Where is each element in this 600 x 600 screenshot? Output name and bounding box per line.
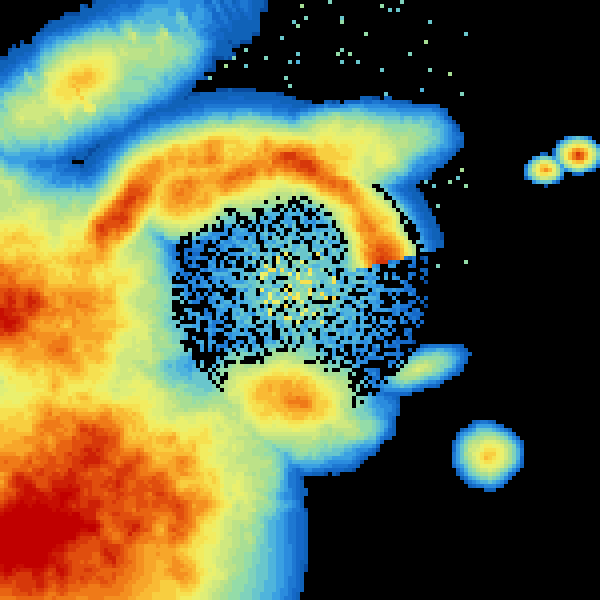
radar-reflectivity-view[interactable]: Base Reflectivity dBZ xyxy=(0,0,600,600)
radar-reflectivity-canvas[interactable] xyxy=(0,0,600,600)
